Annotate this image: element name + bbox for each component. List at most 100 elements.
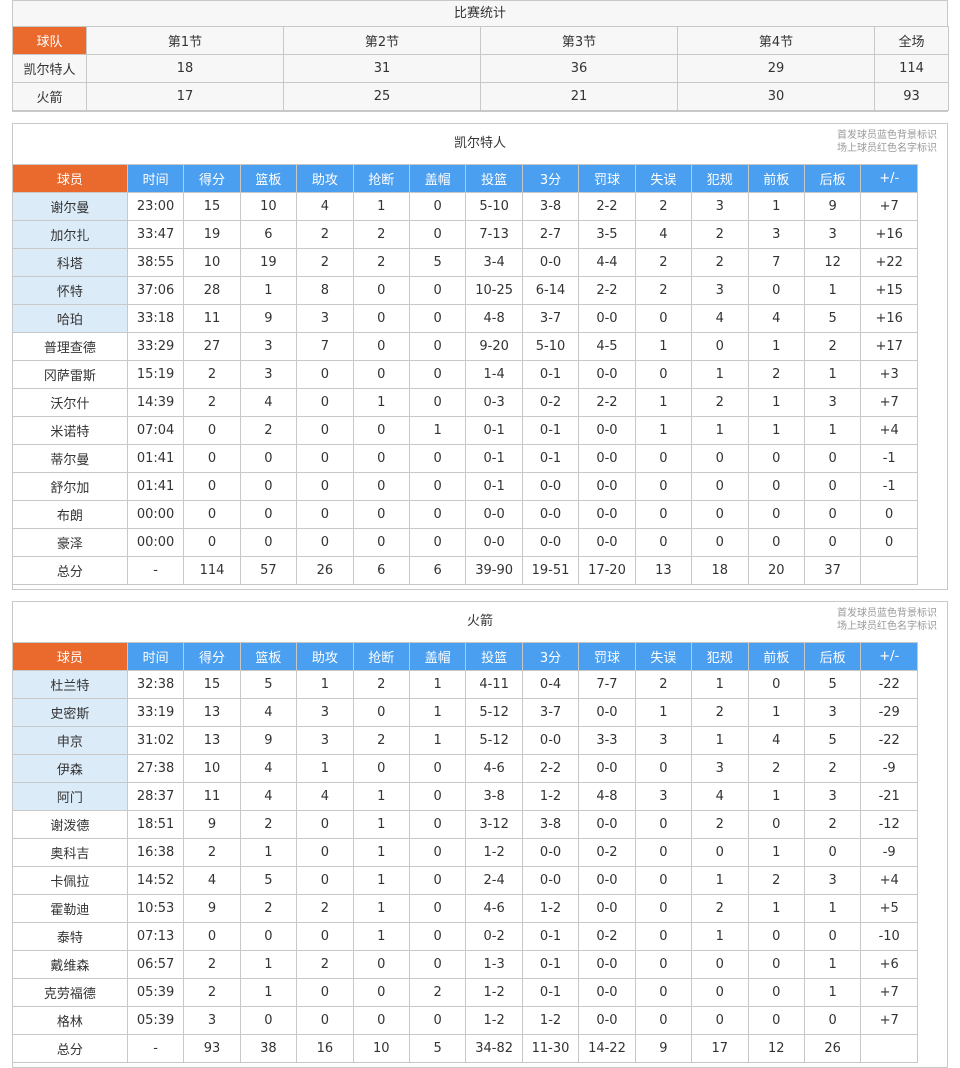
summary-title: 比赛统计 (13, 1, 947, 27)
legend-oncourt: 场上球员红色名字标识 (837, 143, 937, 154)
stat-cell: 3 (803, 388, 862, 417)
total-cell: 13 (634, 556, 693, 585)
stat-cell: 2 (352, 248, 410, 277)
player-name: 谢尔曼 (12, 192, 128, 221)
stat-cell: 3 (803, 220, 862, 249)
total-row: 总分 -114 57 26 6 6 39-90 19-51 17-20 13 18 20 37 (12, 556, 918, 585)
stat-cell: 0-0 (578, 894, 636, 923)
stat-cell: 3 (691, 754, 749, 783)
stat-cell: 07:13 (126, 922, 185, 951)
stat-cell: 23:00 (126, 192, 185, 221)
stat-cell: 16:38 (126, 838, 185, 867)
stat-cell: 2 (352, 670, 410, 699)
total-cell (860, 1034, 918, 1063)
score-cell: 93 (874, 82, 949, 111)
stat-cell: 0 (239, 472, 298, 501)
column-header: 球员 (12, 164, 128, 193)
column-header: 时间 (126, 642, 185, 671)
stat-cell: 15 (183, 670, 241, 699)
stat-cell: 2 (183, 978, 241, 1007)
stat-cell: 0-2 (578, 922, 636, 951)
stat-cell: 3 (239, 332, 298, 361)
column-header: 得分 (183, 164, 241, 193)
total-cell: 5 (408, 1034, 467, 1063)
player-name: 怀特 (12, 276, 128, 305)
stat-cell: 0 (803, 500, 862, 529)
stat-cell: 0 (634, 1006, 693, 1035)
stat-cell: 10:53 (126, 894, 185, 923)
total-cell: 14-22 (578, 1034, 636, 1063)
player-row: 沃尔什 14:39 2 4 0 1 0 0-3 0-2 2-2 1 2 1 3 +7 (12, 388, 918, 417)
stat-cell: 10-25 (465, 276, 523, 305)
stat-cell: 3-5 (578, 220, 636, 249)
player-name: 卡佩拉 (12, 866, 128, 895)
stat-cell: 1 (352, 192, 410, 221)
stat-cell: 2-2 (578, 276, 636, 305)
stat-cell: 1 (352, 894, 410, 923)
column-header: 3分 (521, 642, 580, 671)
stat-cell: 2 (747, 754, 805, 783)
stat-cell: 5-10 (521, 332, 580, 361)
stat-cell: 0 (352, 360, 410, 389)
stat-cell: 1 (747, 838, 805, 867)
stat-cell: 11 (183, 782, 241, 811)
stat-cell: 1 (747, 416, 805, 445)
stat-cell: 1 (691, 922, 749, 951)
stat-cell: 3-7 (521, 698, 580, 727)
stat-cell: 7-13 (465, 220, 523, 249)
stat-cell: 0 (803, 528, 862, 557)
total-cell: 26 (296, 556, 354, 585)
stat-cell: 0 (296, 838, 354, 867)
stat-cell: +5 (860, 894, 918, 923)
column-header: 球队 (12, 26, 87, 55)
score-cell: 18 (86, 54, 284, 83)
stat-cell: 13 (183, 726, 241, 755)
stat-cell: 0 (352, 528, 410, 557)
player-name: 戴维森 (12, 950, 128, 979)
team-box-score-rockets: 火箭 首发球员蓝色背景标识 场上球员红色名字标识 球员 时间 得分 篮板 助攻 抢断 盖帽 投篮… (12, 601, 948, 1068)
stat-cell: 4 (634, 220, 693, 249)
legend-starter: 首发球员蓝色背景标识 (837, 130, 937, 141)
stat-cell: 2-7 (521, 220, 580, 249)
stat-cell: 4 (691, 304, 749, 333)
stat-cell: 1 (747, 698, 805, 727)
player-name: 申京 (12, 726, 128, 755)
total-cell: 26 (803, 1034, 862, 1063)
stat-cell: 0 (747, 528, 805, 557)
column-header: 全场 (874, 26, 949, 55)
summary-header-row: 球队 第1节 第2节 第3节 第4节 全场 (12, 26, 949, 55)
stat-cell: 2 (803, 810, 862, 839)
stat-cell: 27:38 (126, 754, 185, 783)
stat-cell: 0 (408, 276, 467, 305)
player-name: 霍勒迪 (12, 894, 128, 923)
stat-cell: 1 (408, 670, 467, 699)
stat-cell: 0 (296, 360, 354, 389)
stat-cell: +6 (860, 950, 918, 979)
stat-cell: 28 (183, 276, 241, 305)
stat-cell: 0 (408, 782, 467, 811)
stat-cell: 0 (408, 528, 467, 557)
stat-cell: 0 (634, 304, 693, 333)
stat-cell: 2 (352, 220, 410, 249)
stat-cell: 3 (634, 782, 693, 811)
stat-cell: +4 (860, 866, 918, 895)
team-score-row: 火箭 17 25 21 30 93 (12, 82, 949, 111)
stat-cell: 0-4 (521, 670, 580, 699)
stat-cell: 3-8 (521, 810, 580, 839)
stat-cell: 0 (747, 444, 805, 473)
stat-cell: 9-20 (465, 332, 523, 361)
stat-cell: 0 (296, 388, 354, 417)
team-title: 凯尔特人 (453, 136, 506, 151)
stat-cell: 0 (183, 444, 241, 473)
column-header: 盖帽 (408, 164, 467, 193)
stat-cell: 0-1 (521, 978, 580, 1007)
player-row: 卡佩拉 14:52 4 5 0 1 0 2-4 0-0 0-0 0 1 2 3 +4 (12, 866, 918, 895)
stat-cell: 0-0 (578, 978, 636, 1007)
player-name: 普理查德 (12, 332, 128, 361)
stat-cell: 1 (239, 950, 298, 979)
stat-cell: 1-2 (521, 782, 580, 811)
stat-cell: 0 (691, 500, 749, 529)
stat-cell: 18:51 (126, 810, 185, 839)
column-header: 投篮 (465, 642, 523, 671)
stat-cell: 3-4 (465, 248, 523, 277)
